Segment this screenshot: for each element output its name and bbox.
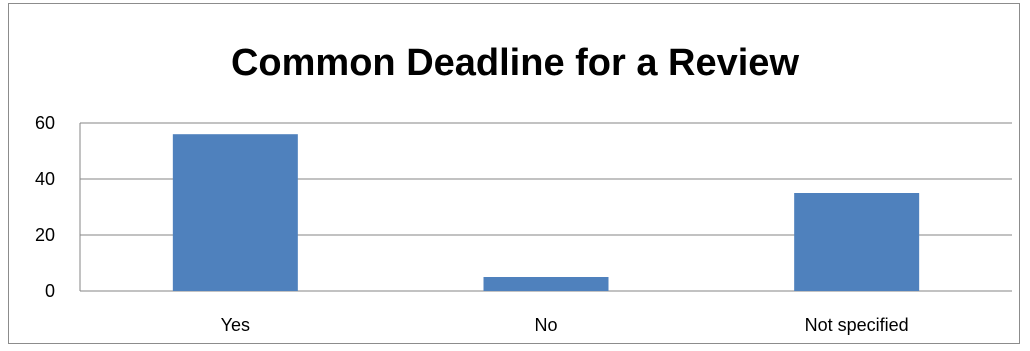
x-axis-tick-labels: Yes No Not specified [221,315,909,335]
x-tick-label: Yes [221,315,250,335]
bar-no [483,277,609,291]
chart-title: Common Deadline for a Review [230,42,799,84]
bars [172,134,920,291]
bar-not-specified [794,193,920,291]
x-tick-label: Not specified [805,315,909,335]
x-tick-label: No [534,315,557,335]
bar-yes [172,134,298,291]
y-tick-label: 60 [35,113,55,133]
y-axis-tick-labels: 0 20 40 60 [35,113,55,301]
y-tick-label: 20 [35,225,55,245]
y-tick-label: 40 [35,169,55,189]
y-tick-label: 0 [45,281,55,301]
